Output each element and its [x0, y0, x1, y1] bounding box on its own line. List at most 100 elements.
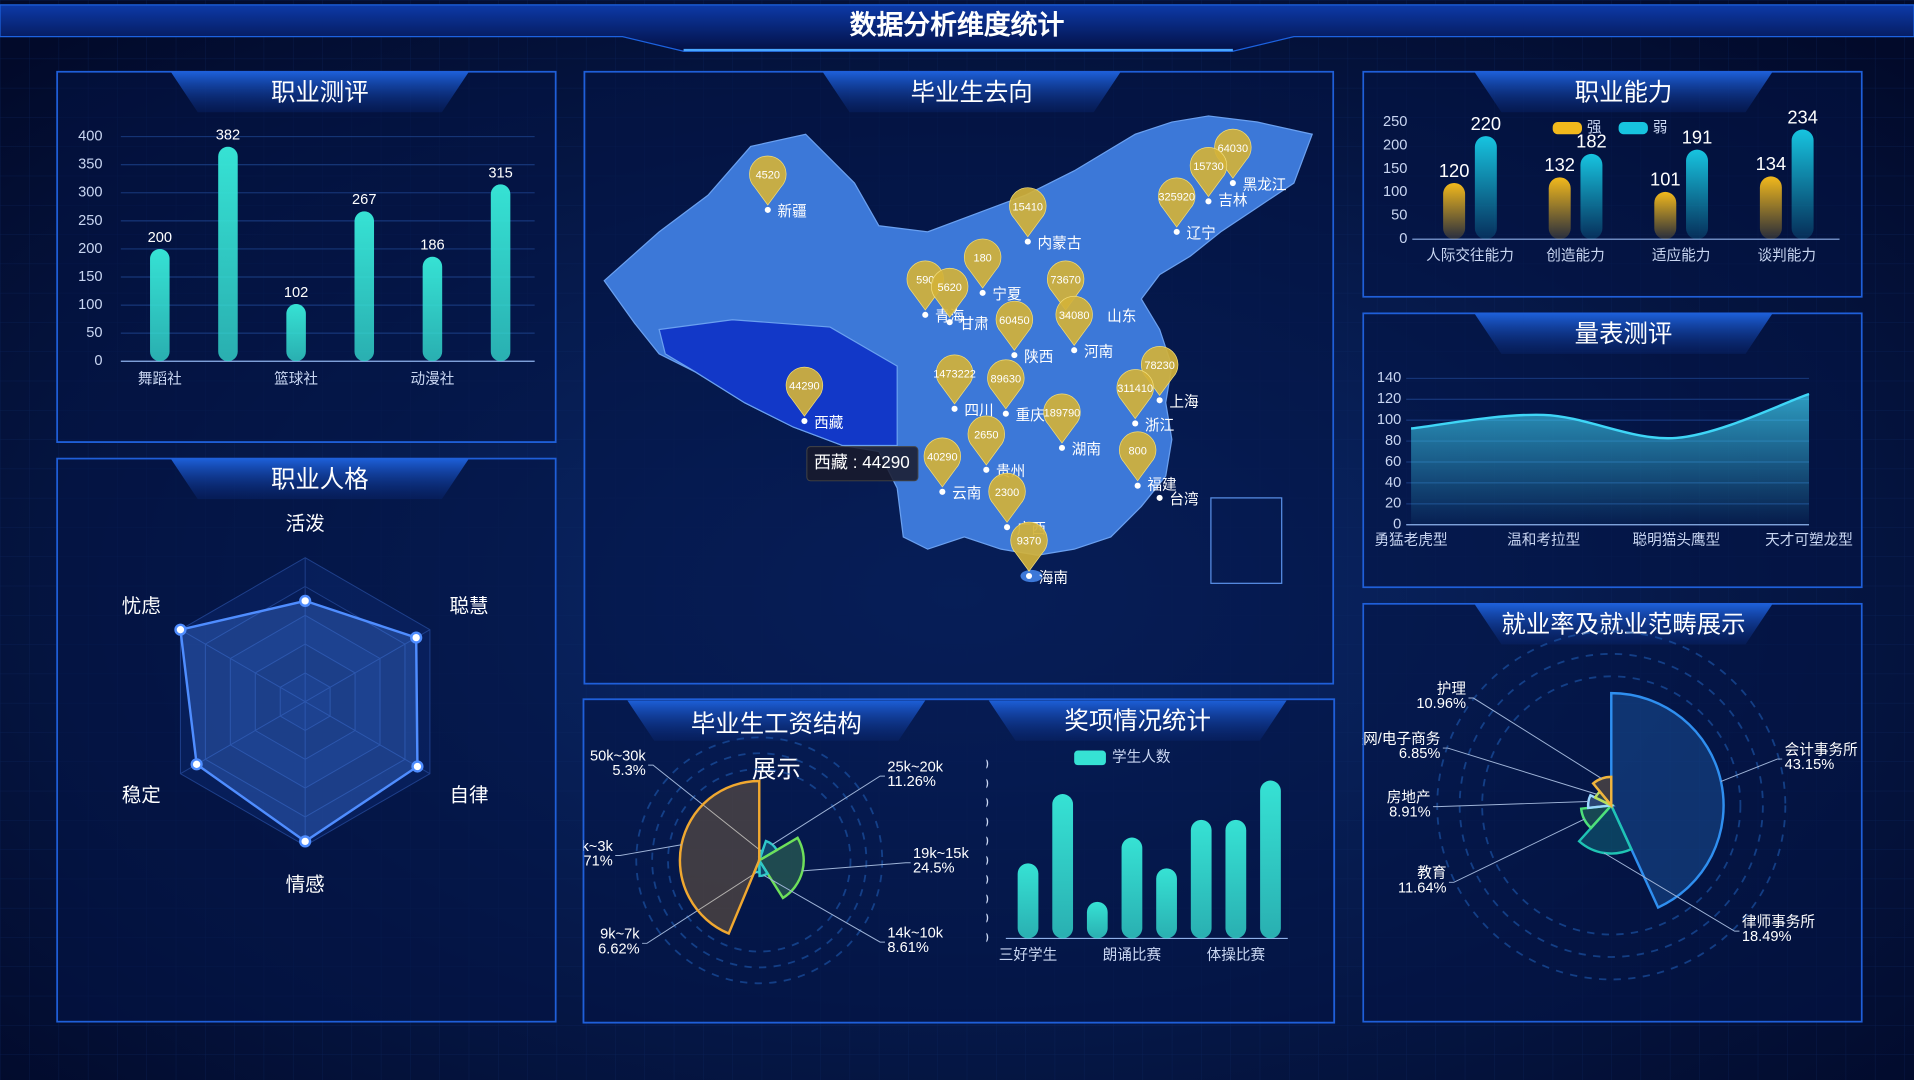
bar: [1759, 176, 1782, 240]
map-pin[interactable]: [931, 267, 969, 318]
data-label: 101: [1650, 169, 1681, 190]
map-pin[interactable]: [749, 155, 787, 206]
data-label: 102: [284, 285, 308, 301]
x-tick-label: 篮球社: [274, 369, 318, 387]
map-pin[interactable]: [1158, 177, 1196, 228]
bar: [1086, 901, 1108, 939]
title-tab: [822, 72, 1121, 113]
deco-ring: [651, 752, 868, 969]
bar: [1474, 136, 1497, 240]
tooltip-text: 西藏 : 44290: [814, 453, 910, 472]
panel: 奖项情况统计 0 50 100 150 200 250 300 350 400 450 三好学生 朗诵比…: [964, 700, 1288, 963]
slice-label: 教育: [1417, 865, 1446, 882]
y-tick-label: 300: [78, 185, 102, 201]
radar-axis: [180, 629, 306, 703]
region-name: 浙江: [1145, 417, 1175, 434]
bar: [490, 184, 511, 362]
map-pin[interactable]: [1010, 521, 1048, 572]
map-pin[interactable]: [1009, 187, 1047, 238]
y-tick-label: 100: [1383, 184, 1407, 200]
map-pin[interactable]: [967, 415, 1005, 466]
y-tick-label: 100: [1377, 412, 1401, 428]
pin-value: 189790: [1044, 408, 1081, 420]
region-dot: [1024, 238, 1031, 245]
y-tick-label: 20: [1385, 496, 1401, 512]
y-tick-label: 0: [1399, 231, 1407, 247]
map-pin[interactable]: [785, 366, 824, 417]
line: [1410, 392, 1810, 440]
slice-label: 6k~3k: [573, 839, 613, 855]
x-tick-label: 聪明猫头鹰型: [1632, 531, 1720, 548]
rose-slice: [1579, 803, 1615, 830]
map-pin[interactable]: [923, 437, 962, 488]
slice-value: 43.71%: [563, 853, 613, 869]
leader-line: [648, 764, 762, 852]
pin-value: 15410: [1013, 201, 1044, 213]
title-tab: [627, 700, 926, 741]
x-tick-label: 温和考拉型: [1507, 531, 1580, 548]
data-label: 200: [148, 230, 172, 246]
pin-value: 1473222: [933, 369, 976, 381]
radar-label: 自律: [450, 784, 489, 806]
bar: [1017, 863, 1039, 939]
leader-line: [771, 775, 885, 845]
region-dot: [946, 319, 953, 326]
radar-point: [174, 623, 187, 636]
title-tab: [1474, 313, 1773, 354]
region-dot: [922, 311, 929, 318]
area-fill: [1411, 393, 1810, 525]
map-pin[interactable]: [1189, 147, 1228, 198]
data-label: 234: [1787, 106, 1818, 127]
panel: 职业能力 0 50 100 150 200 250 人际交往能力 120 220 创造能力 13218…: [1362, 70, 1863, 298]
chart-title: 职业测评: [271, 79, 369, 106]
map-pin[interactable]: [1046, 260, 1085, 311]
y-tick-label: 0: [94, 353, 102, 369]
bar: [1686, 149, 1709, 240]
bar: [1190, 819, 1212, 939]
region-dot: [979, 289, 986, 296]
y-tick-label: 150: [964, 873, 988, 889]
region-dot: [1132, 420, 1139, 427]
pin-value: 15730: [1193, 161, 1224, 173]
slice-label: 房地产: [1387, 789, 1431, 806]
pin-value: 2650: [974, 430, 998, 442]
radar-label: 聪慧: [450, 595, 489, 617]
legend-swatch: [1552, 122, 1582, 135]
panel: 职业测评 0 50 100 150 200 250 300 350 400 舞蹈社 200 382 篮球社…: [56, 70, 557, 443]
region-name: 黑龙江: [1243, 176, 1287, 193]
leader-line: [1720, 758, 1783, 782]
y-tick-label: 80: [1385, 433, 1401, 449]
data-label: 134: [1756, 153, 1787, 174]
y-tick-label: 50: [972, 911, 988, 927]
region-name: 海南: [1039, 569, 1068, 586]
map-pin[interactable]: [1140, 345, 1179, 397]
pin-value: 89630: [991, 373, 1022, 385]
region-name: 辽宁: [1186, 225, 1215, 242]
map-region-highlight: [658, 319, 898, 447]
map-pin[interactable]: [987, 359, 1025, 410]
map-pin[interactable]: [963, 238, 1002, 289]
map-pin[interactable]: [1116, 369, 1154, 420]
bar: [1548, 177, 1571, 240]
slice-label: 互联网/电子商务: [1334, 730, 1441, 747]
map-pin[interactable]: [1118, 431, 1157, 482]
region-name: 四川: [964, 403, 993, 419]
region-name: 云南: [952, 485, 981, 502]
panel-frame: [56, 70, 557, 443]
map-pin[interactable]: [988, 472, 1026, 523]
map-pin[interactable]: [1043, 393, 1081, 444]
data-label: 267: [352, 192, 376, 208]
region-dot: [1002, 410, 1009, 417]
radar-axis: [304, 701, 431, 775]
map-pin[interactable]: [995, 300, 1034, 351]
radar-point: [190, 758, 203, 771]
y-tick-label: 50: [1391, 208, 1407, 224]
data-label: 186: [420, 238, 444, 254]
map-pin[interactable]: [1055, 295, 1093, 346]
rose-slice: [678, 779, 761, 936]
map-pin[interactable]: [935, 354, 974, 405]
region-name: 宁夏: [992, 286, 1022, 303]
